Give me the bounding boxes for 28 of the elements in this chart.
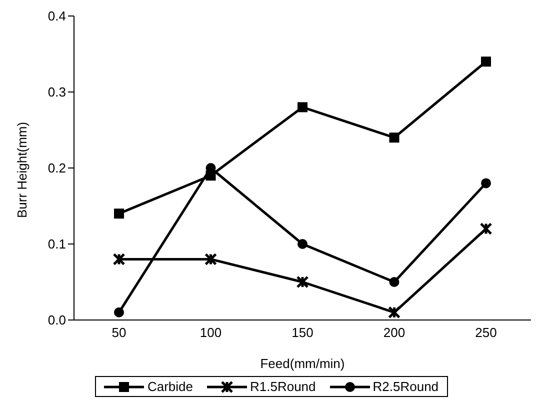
point xyxy=(480,222,492,236)
x-tick-label: 150 xyxy=(292,325,314,340)
legend-label: R1.5Round xyxy=(250,379,316,394)
legend-label: Carbide xyxy=(147,379,193,394)
x-tick-label: 50 xyxy=(112,325,126,340)
point xyxy=(114,307,124,318)
point xyxy=(389,132,400,143)
point xyxy=(296,276,309,288)
x-tick-label: 250 xyxy=(475,325,497,340)
point xyxy=(298,102,308,112)
y-tick-label: 0.2 xyxy=(48,160,66,176)
point xyxy=(112,252,126,266)
point xyxy=(388,306,400,319)
x-axis-title: Feed(mm/min) xyxy=(260,356,345,371)
legend-label: R2.5Round xyxy=(372,379,439,394)
x-tick-label: 100 xyxy=(200,325,222,340)
y-tick-label: 0.1 xyxy=(48,236,66,252)
point xyxy=(298,239,308,249)
y-tick-label: 0.0 xyxy=(48,312,66,328)
y-axis-title: Burr Height(mm) xyxy=(14,122,30,218)
y-tick-label: 0.3 xyxy=(48,84,66,100)
x-tick-label: 200 xyxy=(383,325,406,340)
point xyxy=(204,252,217,266)
y-tick-label: 0.4 xyxy=(48,8,66,24)
point xyxy=(481,56,491,67)
point xyxy=(114,208,124,219)
point xyxy=(389,277,400,287)
point xyxy=(481,178,491,188)
